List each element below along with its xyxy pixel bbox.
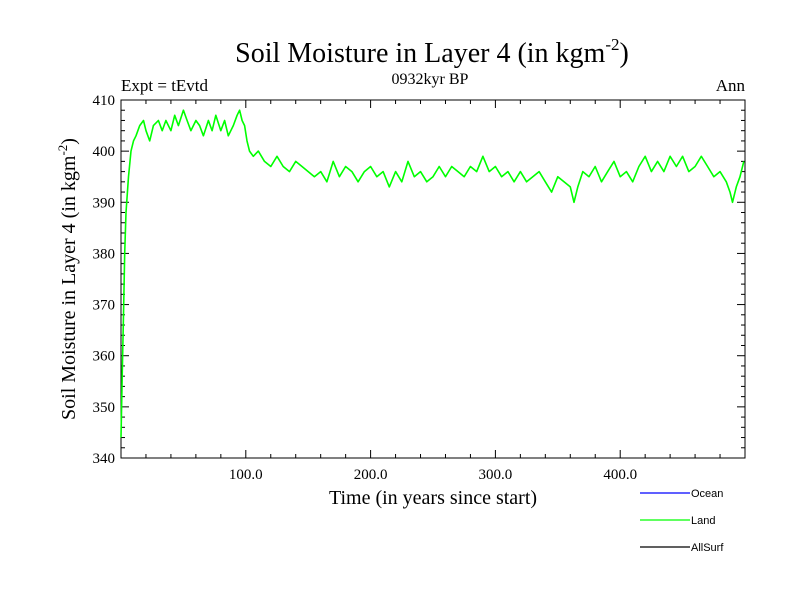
legend-label-land: Land (691, 515, 715, 527)
legend: Ocean Land AllSurf (640, 488, 724, 554)
season-label: Ann (716, 76, 746, 95)
y-tick-label: 370 (93, 298, 116, 314)
plot-frame (120, 99, 746, 459)
y-axis: 340 350 360 370 380 390 400 410 (93, 93, 745, 467)
x-axis: 100.0 200.0 300.0 400.0 (145, 100, 721, 483)
y-tick-label: 350 (93, 400, 116, 416)
y-tick-label: 400 (93, 144, 116, 160)
legend-label-ocean: Ocean (691, 488, 723, 500)
x-axis-title: Time (in years since start) (329, 487, 537, 509)
period-label: 0932kyr BP (392, 71, 469, 88)
chart-title: Soil Moisture in Layer 4 (in kgm-2) (235, 35, 629, 69)
y-axis-title: Soil Moisture in Layer 4 (in kgm-2) (55, 138, 80, 420)
y-tick-label: 390 (93, 195, 116, 211)
x-tick-label: 400.0 (603, 467, 637, 483)
y-tick-label: 410 (93, 93, 116, 109)
experiment-label: Expt = tEvtd (121, 76, 209, 95)
legend-label-allsurf: AllSurf (691, 542, 724, 554)
x-tick-label: 300.0 (479, 467, 513, 483)
x-tick-label: 100.0 (229, 467, 263, 483)
y-tick-label: 360 (93, 349, 116, 365)
x-tick-label: 200.0 (354, 467, 388, 483)
y-tick-label: 340 (93, 451, 116, 467)
series-line-land (120, 109, 745, 438)
y-tick-label: 380 (93, 246, 116, 262)
